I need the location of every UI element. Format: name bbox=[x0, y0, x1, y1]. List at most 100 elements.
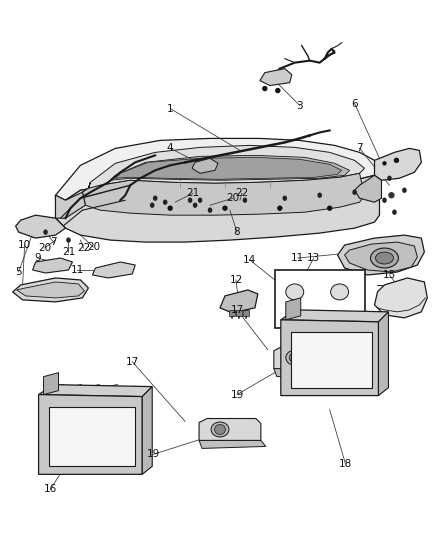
Ellipse shape bbox=[395, 158, 399, 163]
Polygon shape bbox=[383, 198, 386, 202]
Text: 17: 17 bbox=[230, 305, 244, 315]
Polygon shape bbox=[32, 258, 72, 273]
Text: 9: 9 bbox=[34, 253, 41, 263]
Polygon shape bbox=[198, 198, 201, 202]
Text: 13: 13 bbox=[307, 253, 320, 263]
FancyBboxPatch shape bbox=[49, 407, 135, 466]
Polygon shape bbox=[164, 200, 167, 204]
FancyBboxPatch shape bbox=[291, 332, 371, 387]
Polygon shape bbox=[208, 208, 212, 212]
Polygon shape bbox=[353, 190, 356, 194]
Polygon shape bbox=[92, 262, 135, 278]
Ellipse shape bbox=[371, 248, 399, 268]
Text: 22: 22 bbox=[235, 188, 248, 198]
Polygon shape bbox=[110, 155, 350, 180]
Ellipse shape bbox=[286, 284, 304, 300]
Polygon shape bbox=[355, 175, 381, 202]
Polygon shape bbox=[13, 278, 88, 302]
Text: 21: 21 bbox=[62, 247, 75, 257]
Polygon shape bbox=[236, 310, 242, 316]
Text: 4: 4 bbox=[167, 143, 173, 154]
Ellipse shape bbox=[278, 206, 282, 210]
Polygon shape bbox=[220, 290, 258, 313]
Text: 5: 5 bbox=[15, 267, 22, 277]
Polygon shape bbox=[67, 238, 70, 242]
Polygon shape bbox=[393, 210, 396, 214]
Polygon shape bbox=[154, 196, 157, 200]
Text: 3: 3 bbox=[297, 101, 303, 110]
Polygon shape bbox=[142, 386, 152, 474]
Ellipse shape bbox=[276, 88, 280, 93]
Polygon shape bbox=[199, 418, 261, 440]
Ellipse shape bbox=[389, 193, 394, 198]
Text: 20: 20 bbox=[226, 193, 240, 203]
Polygon shape bbox=[44, 230, 47, 234]
Text: 11: 11 bbox=[291, 253, 304, 263]
Polygon shape bbox=[17, 282, 85, 298]
Text: 15: 15 bbox=[383, 270, 396, 280]
Polygon shape bbox=[378, 312, 389, 395]
Polygon shape bbox=[56, 139, 379, 200]
Polygon shape bbox=[274, 369, 341, 377]
Text: 16: 16 bbox=[44, 484, 57, 494]
Text: 19: 19 bbox=[147, 449, 160, 459]
Polygon shape bbox=[39, 394, 142, 474]
Polygon shape bbox=[82, 173, 364, 215]
Polygon shape bbox=[274, 347, 336, 369]
Ellipse shape bbox=[331, 284, 349, 300]
Polygon shape bbox=[345, 242, 417, 272]
Text: 19: 19 bbox=[230, 390, 244, 400]
Polygon shape bbox=[151, 203, 154, 207]
Text: 7: 7 bbox=[356, 143, 363, 154]
Text: 21: 21 bbox=[187, 188, 200, 198]
Text: 7: 7 bbox=[50, 237, 57, 247]
Polygon shape bbox=[281, 320, 378, 395]
Polygon shape bbox=[388, 176, 391, 180]
Polygon shape bbox=[39, 385, 152, 397]
Ellipse shape bbox=[383, 162, 386, 165]
Ellipse shape bbox=[375, 252, 393, 264]
Polygon shape bbox=[188, 198, 192, 202]
Ellipse shape bbox=[168, 206, 172, 210]
Polygon shape bbox=[403, 188, 406, 192]
Text: 20: 20 bbox=[87, 242, 100, 252]
Text: 10: 10 bbox=[18, 240, 31, 250]
Ellipse shape bbox=[286, 350, 304, 365]
Polygon shape bbox=[281, 310, 389, 322]
Polygon shape bbox=[16, 215, 66, 238]
Polygon shape bbox=[229, 310, 235, 316]
Ellipse shape bbox=[211, 422, 229, 437]
Text: 17: 17 bbox=[126, 357, 139, 367]
Ellipse shape bbox=[215, 424, 226, 434]
Ellipse shape bbox=[263, 86, 267, 91]
Text: 14: 14 bbox=[243, 255, 257, 265]
FancyBboxPatch shape bbox=[275, 270, 364, 328]
Polygon shape bbox=[56, 168, 379, 242]
Polygon shape bbox=[194, 203, 197, 207]
Text: 22: 22 bbox=[77, 243, 90, 253]
Text: 1: 1 bbox=[167, 103, 173, 114]
Polygon shape bbox=[243, 310, 249, 316]
Ellipse shape bbox=[328, 206, 332, 210]
Ellipse shape bbox=[223, 206, 227, 210]
Polygon shape bbox=[115, 157, 342, 179]
Polygon shape bbox=[374, 148, 421, 180]
Polygon shape bbox=[374, 278, 427, 318]
Polygon shape bbox=[318, 193, 321, 197]
Text: 12: 12 bbox=[230, 275, 243, 285]
Text: 18: 18 bbox=[339, 459, 352, 470]
Polygon shape bbox=[244, 198, 247, 202]
Polygon shape bbox=[283, 196, 286, 200]
Text: 6: 6 bbox=[351, 99, 358, 109]
Polygon shape bbox=[43, 373, 59, 394]
Polygon shape bbox=[192, 158, 218, 173]
Text: 8: 8 bbox=[233, 227, 240, 237]
Polygon shape bbox=[338, 235, 424, 275]
Polygon shape bbox=[260, 69, 292, 86]
Text: 20: 20 bbox=[38, 243, 51, 253]
Text: 11: 11 bbox=[71, 265, 84, 275]
Ellipse shape bbox=[289, 353, 300, 362]
Polygon shape bbox=[82, 146, 364, 192]
Polygon shape bbox=[56, 192, 85, 218]
Polygon shape bbox=[286, 298, 301, 320]
